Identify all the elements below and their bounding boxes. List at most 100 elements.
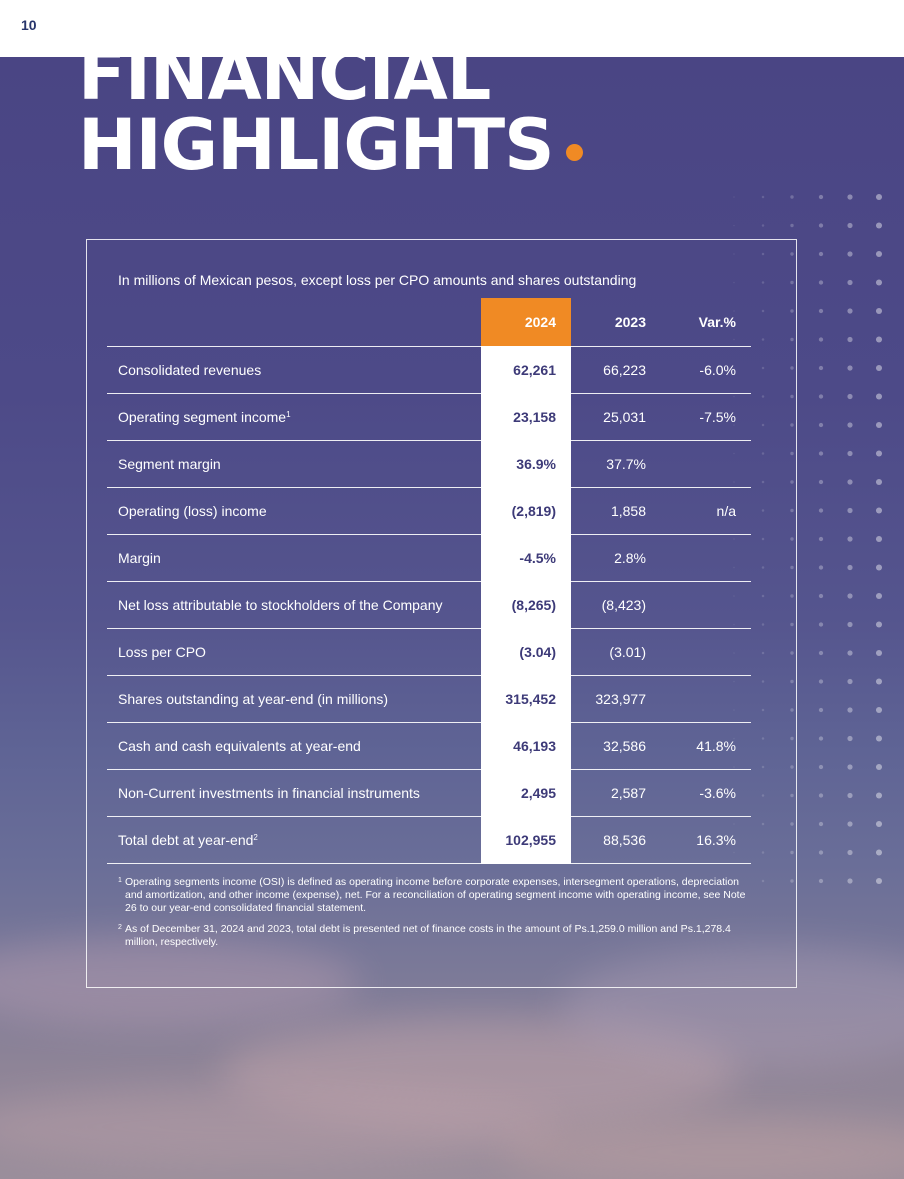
decorative-dot bbox=[818, 280, 824, 285]
decorative-dot bbox=[733, 538, 735, 540]
value-2024: (8,265) bbox=[481, 581, 571, 628]
row-label-text: Cash and cash equivalents at year-end bbox=[118, 737, 361, 754]
row-label-text: Net loss attributable to stockholders of… bbox=[118, 596, 443, 613]
decorative-dot bbox=[847, 678, 853, 685]
decorative-dot bbox=[875, 621, 883, 628]
decorative-dot bbox=[761, 708, 765, 712]
value-var bbox=[661, 440, 751, 487]
decorative-dot bbox=[847, 422, 853, 428]
decorative-dot bbox=[790, 679, 794, 684]
row-label-text: Loss per CPO bbox=[118, 643, 206, 660]
decorative-dot bbox=[875, 393, 883, 400]
value-2024-text: 62,261 bbox=[513, 361, 556, 378]
header-var: Var.% bbox=[698, 313, 736, 330]
decorative-dot bbox=[790, 508, 794, 513]
decorative-dot bbox=[875, 820, 883, 828]
decorative-dot bbox=[761, 224, 765, 227]
hero-background bbox=[0, 57, 904, 1179]
decorative-dot bbox=[790, 394, 794, 399]
decorative-dot bbox=[818, 850, 824, 855]
decorative-dot bbox=[790, 651, 794, 655]
decorative-dot bbox=[733, 623, 735, 626]
decorative-dot bbox=[875, 535, 883, 543]
decorative-dot bbox=[875, 706, 883, 714]
decorative-dot bbox=[847, 222, 853, 229]
value-2024: (2,819) bbox=[481, 487, 571, 534]
decorative-dot bbox=[847, 450, 853, 457]
decorative-dot bbox=[790, 223, 794, 228]
decorative-dot bbox=[790, 850, 794, 855]
decorative-dot bbox=[761, 195, 765, 199]
value-var: -7.5% bbox=[661, 393, 751, 440]
decorative-dot bbox=[847, 393, 853, 400]
decorative-dot bbox=[818, 707, 824, 713]
decorative-dot bbox=[761, 879, 765, 883]
decorative-dot bbox=[847, 194, 853, 200]
value-2023: 1,858 bbox=[571, 487, 661, 534]
decorative-dot bbox=[847, 536, 853, 542]
table-row: Segment margin 36.9% 37.7% bbox=[107, 440, 751, 487]
decorative-dot bbox=[761, 338, 765, 341]
decorative-dot bbox=[790, 337, 794, 342]
value-2024-text: 23,158 bbox=[513, 408, 556, 425]
decorative-dot bbox=[847, 336, 853, 343]
value-2024-text: 36.9% bbox=[516, 455, 556, 472]
decorative-dot bbox=[790, 565, 794, 570]
value-2023: 2.8% bbox=[571, 534, 661, 581]
decorative-dot bbox=[733, 253, 735, 255]
value-2023-text: 37.7% bbox=[606, 455, 646, 472]
decorative-dot bbox=[818, 251, 824, 257]
decorative-dot bbox=[733, 566, 735, 569]
decorative-dot bbox=[761, 651, 765, 655]
decorative-dot bbox=[818, 451, 824, 456]
value-2023: (3.01) bbox=[571, 628, 661, 675]
value-2023-text: (8,423) bbox=[601, 596, 646, 613]
value-2023-text: 2.8% bbox=[614, 549, 646, 566]
decorative-dot bbox=[790, 366, 794, 370]
decorative-dot bbox=[733, 310, 735, 312]
row-label-text: Segment margin bbox=[118, 455, 221, 472]
table-row: Non-Current investments in financial ins… bbox=[107, 769, 751, 816]
decorative-dot bbox=[875, 279, 883, 286]
decorative-dot bbox=[875, 564, 883, 571]
decorative-dot bbox=[733, 766, 735, 768]
decorative-dot bbox=[733, 509, 735, 512]
table-header-row: 2024 2023 Var.% bbox=[107, 298, 751, 346]
value-2024-text: 102,955 bbox=[505, 831, 556, 848]
decorative-dot bbox=[790, 280, 794, 285]
decorative-dot bbox=[733, 595, 735, 597]
value-2024: (3.04) bbox=[481, 628, 571, 675]
decorative-dot bbox=[818, 365, 824, 371]
decorative-dot bbox=[818, 223, 824, 228]
value-2024: 62,261 bbox=[481, 346, 571, 393]
decorative-dot bbox=[761, 537, 765, 541]
value-2024: 102,955 bbox=[481, 816, 571, 863]
footnote-text: As of December 31, 2024 and 2023, total … bbox=[125, 923, 731, 948]
row-label: Shares outstanding at year-end (in milli… bbox=[107, 675, 481, 722]
value-var-text: 16.3% bbox=[696, 831, 736, 848]
row-label-text: Operating (loss) income bbox=[118, 502, 267, 519]
decorative-dot bbox=[847, 308, 853, 314]
row-label: Loss per CPO bbox=[107, 628, 481, 675]
decorative-dot bbox=[790, 594, 794, 598]
value-2024-text: 315,452 bbox=[505, 690, 556, 707]
value-2024: -4.5% bbox=[481, 534, 571, 581]
decorative-dot bbox=[761, 566, 765, 569]
decorative-dot bbox=[761, 680, 765, 683]
row-label: Operating (loss) income bbox=[107, 487, 481, 534]
decorative-dot bbox=[818, 422, 824, 428]
decorative-dot bbox=[733, 880, 735, 882]
value-2023: 323,977 bbox=[571, 675, 661, 722]
title-line-2: HIGHLIGHTS bbox=[78, 110, 583, 180]
decorative-dot bbox=[761, 765, 765, 769]
value-2024-text: 46,193 bbox=[513, 737, 556, 754]
decorative-dot bbox=[818, 622, 824, 627]
table-row: Cash and cash equivalents at year-end 46,… bbox=[107, 722, 751, 769]
value-2023: 66,223 bbox=[571, 346, 661, 393]
title-line-2-text: HIGHLIGHTS bbox=[78, 104, 555, 186]
decorative-dot bbox=[875, 250, 883, 258]
row-label: Non-Current investments in financial ins… bbox=[107, 769, 481, 816]
decorative-dot bbox=[818, 878, 824, 884]
row-label: Cash and cash equivalents at year-end bbox=[107, 722, 481, 769]
highlight-column-header bbox=[481, 298, 571, 346]
